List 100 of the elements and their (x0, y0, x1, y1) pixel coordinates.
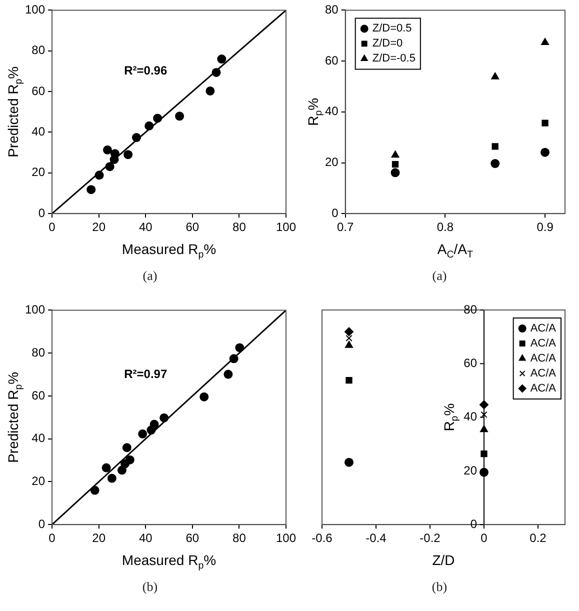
x-tick-label: 0 (48, 531, 56, 546)
point (480, 468, 488, 477)
y-tick-label: 20 (32, 165, 46, 180)
point (480, 425, 488, 432)
point (125, 455, 134, 464)
legend-label: AC/A (530, 352, 557, 365)
point (122, 443, 132, 452)
x-tick-label: -0.2 (420, 531, 441, 546)
point (107, 474, 116, 483)
x-tick-label: 0.7 (337, 220, 354, 234)
point (390, 168, 400, 178)
point (229, 354, 238, 364)
x-tick-label: 0.8 (436, 220, 454, 234)
point (344, 327, 354, 336)
point (212, 68, 221, 77)
y-tick-label: 60 (464, 356, 478, 370)
y-axis-title: Rp% (304, 98, 325, 126)
point (480, 400, 488, 410)
legend-label: AC/A (530, 322, 557, 335)
legend-label: Z/D=0 (372, 38, 403, 50)
point (480, 411, 488, 418)
x-tick-label: -0.6 (312, 531, 333, 546)
y-tick-label: 80 (324, 2, 339, 17)
point (217, 54, 226, 64)
x-tick-label: 60 (186, 220, 200, 234)
point (124, 150, 133, 160)
point (480, 450, 488, 458)
legend-label: Z/D=0.5 (372, 22, 412, 35)
y-tick-label: 0 (332, 206, 339, 220)
point (542, 120, 548, 126)
point (344, 458, 354, 467)
annotation: R²=0.97 (124, 366, 168, 381)
point (541, 38, 549, 45)
legend-label: Z/D=-0.5 (372, 52, 416, 65)
legend-label: AC/A (530, 368, 557, 380)
y-axis-title: Rp% (440, 403, 461, 432)
point (150, 420, 159, 429)
text: (b) (430, 579, 448, 595)
y-axis-title: Predicted Rp% (4, 372, 25, 463)
point (491, 72, 500, 80)
x-tick-label: 100 (276, 220, 296, 234)
x-tick-label: 60 (186, 531, 200, 546)
point (490, 159, 500, 168)
point (346, 334, 352, 342)
point (94, 170, 104, 180)
y-tick-label: 80 (32, 43, 46, 58)
annotation: R²=0.96 (124, 64, 168, 78)
point (86, 185, 96, 194)
x-tick-label: 20 (92, 220, 106, 234)
y-tick-label: 40 (324, 104, 339, 118)
point (153, 114, 162, 123)
point (102, 145, 112, 154)
point (200, 392, 209, 402)
y-tick-label: 20 (32, 474, 46, 488)
y-tick-label: 40 (32, 124, 46, 139)
y-tick-label: 0 (38, 516, 46, 531)
y-tick-label: 40 (464, 410, 478, 424)
y-tick-label: 100 (24, 2, 46, 17)
point (345, 340, 353, 348)
x-tick-label: 0.9 (536, 220, 554, 234)
x-tick-label: 0 (48, 220, 56, 234)
point (138, 429, 148, 438)
point (391, 150, 400, 158)
x-tick-label: 40 (138, 531, 153, 546)
x-tick-label: 40 (138, 220, 153, 234)
point (206, 86, 215, 96)
y-axis-title: Predicted Rp% (4, 66, 25, 158)
point (132, 133, 141, 142)
y-tick-label: 20 (324, 155, 339, 170)
point (540, 148, 550, 157)
point (117, 466, 126, 475)
point (235, 343, 244, 352)
y-tick-label: 0 (38, 206, 46, 220)
legend-label: AC/A (530, 338, 557, 350)
point (392, 160, 399, 168)
y-tick-label: 80 (32, 345, 46, 360)
point (90, 486, 100, 495)
legend-label: AC/A (530, 382, 557, 395)
x-tick-label: 80 (232, 220, 246, 234)
x-tick-label: 0.2 (530, 531, 547, 546)
y-tick-label: 20 (464, 463, 478, 478)
text: (b) (141, 579, 159, 595)
text: (a) (431, 268, 448, 284)
text: (a) (142, 268, 158, 284)
point (346, 376, 352, 384)
point (160, 413, 169, 422)
y-tick-label: 60 (324, 53, 339, 68)
y-tick-label: 60 (32, 84, 46, 98)
x-axis-title: Z/D (432, 552, 455, 568)
point (224, 370, 233, 379)
point (105, 162, 114, 172)
point (144, 121, 154, 130)
x-tick-label: 80 (232, 531, 246, 546)
x-tick-label: 20 (92, 531, 106, 546)
y-tick-label: 100 (24, 302, 46, 317)
point (102, 463, 111, 472)
x-tick-label: -0.4 (366, 531, 387, 546)
x-tick-label: 100 (276, 531, 296, 546)
point (175, 112, 184, 121)
point (492, 143, 498, 150)
